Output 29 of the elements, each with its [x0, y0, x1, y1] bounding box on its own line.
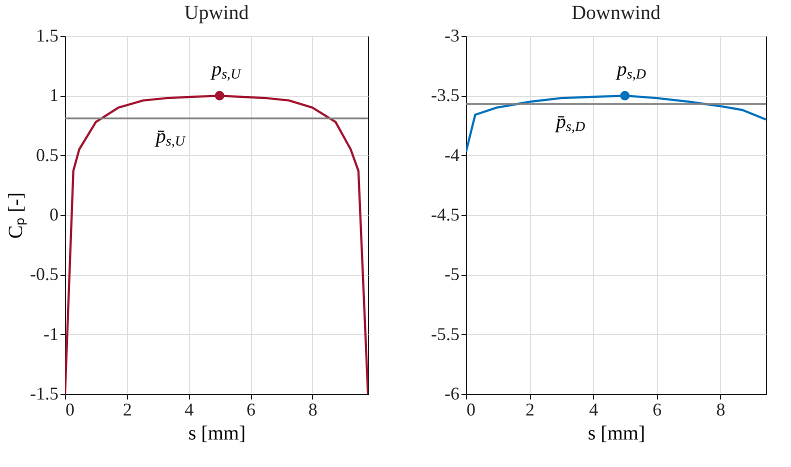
x-axis-title: s [mm] [588, 422, 646, 444]
x-tick-label: 2 [122, 400, 132, 420]
y-tick-label: -0.5 [30, 264, 58, 284]
x-tick-label: 6 [246, 400, 256, 420]
x-tick-label: 8 [308, 400, 318, 420]
y-tick-label: -3.5 [431, 85, 460, 106]
y-tick-label: -4.5 [431, 204, 460, 224]
x-tick-label: 4 [184, 400, 194, 420]
x-tick-label: 0 [66, 400, 74, 420]
y-tick-label: 1.5 [36, 26, 58, 46]
x-axis-title: s [mm] [188, 422, 246, 444]
y-axis-title: Cₚ [-] [5, 192, 28, 239]
y-tick-label: 1 [50, 85, 58, 106]
y-tick-label: -4 [444, 144, 460, 165]
y-tick-label: 0 [50, 204, 58, 224]
x-tick-label: 6 [652, 400, 662, 420]
chart-title: Upwind [184, 2, 249, 24]
y-tick-label: -5 [444, 264, 460, 284]
y-tick-label: -5.5 [431, 324, 460, 344]
y-tick-label: -6 [444, 384, 460, 404]
y-tick-label: -1.5 [30, 384, 58, 404]
y-tick-label: 0.5 [36, 144, 58, 165]
x-tick-label: 8 [716, 400, 726, 420]
y-tick-label: -1 [44, 324, 58, 344]
chart-title: Downwind [572, 2, 660, 24]
x-tick-label: 0 [466, 400, 476, 420]
x-tick-label: 2 [526, 400, 535, 420]
x-tick-label: 4 [589, 400, 598, 420]
y-tick-label: -3 [444, 26, 460, 46]
